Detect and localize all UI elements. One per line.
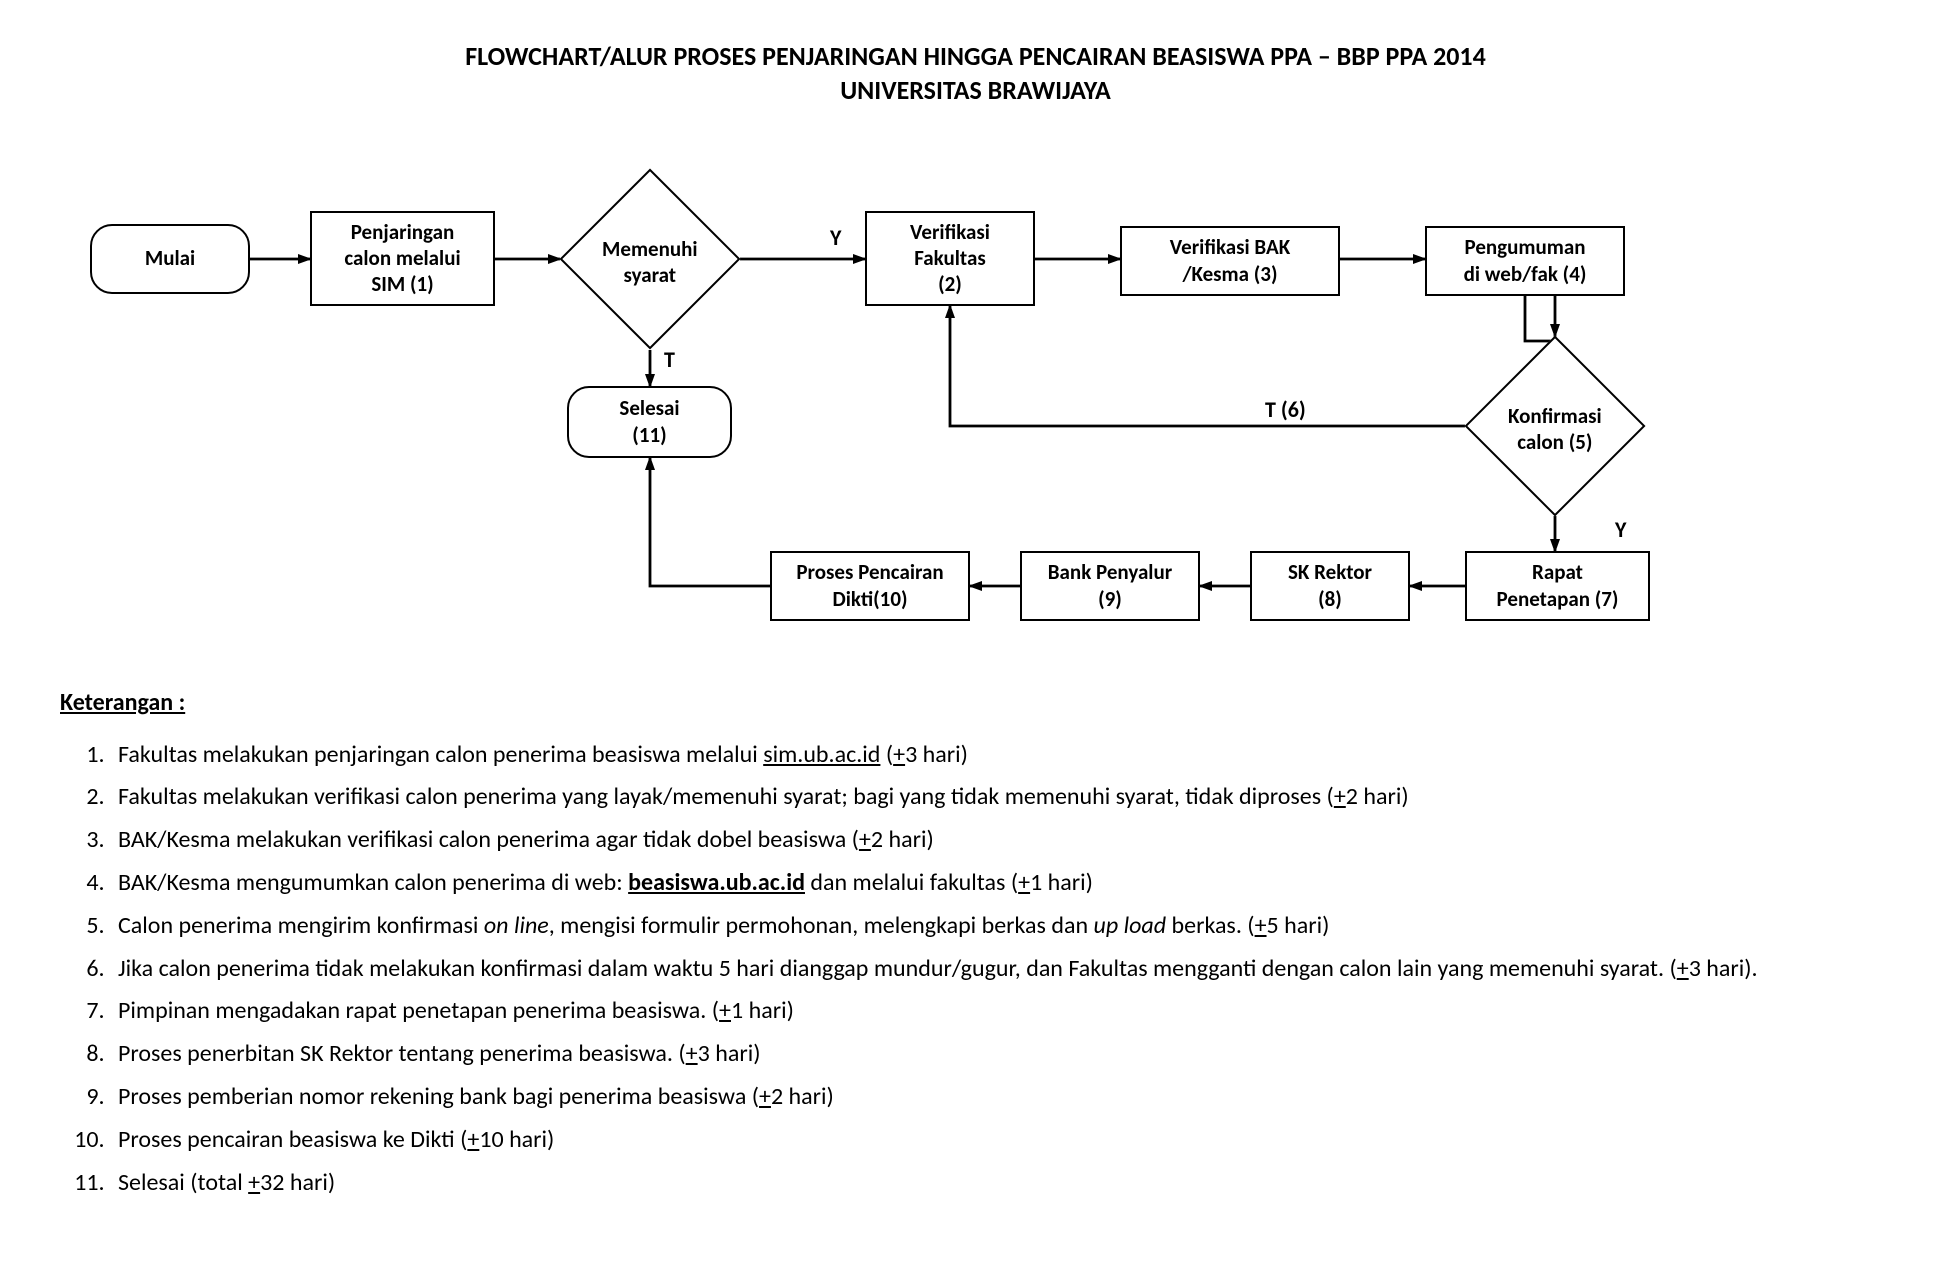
edge-8: [950, 306, 1465, 426]
edge-6: [1525, 296, 1555, 341]
edge-13: [650, 458, 770, 586]
node-sk_rektor: SK Rektor(8): [1250, 551, 1410, 621]
node-bank: Bank Penyalur(9): [1020, 551, 1200, 621]
edge-5-label: T: [664, 346, 675, 373]
keterangan-item-11: Selesai (total +32 hari): [110, 1163, 1891, 1204]
node-proses: Proses PencairanDikti(10): [770, 551, 970, 621]
keterangan-item-4: BAK/Kesma mengumumkan calon penerima di …: [110, 863, 1891, 904]
page-title: FLOWCHART/ALUR PROSES PENJARINGAN HINGGA…: [60, 40, 1891, 108]
node-pengumuman: Pengumumandi web/fak (4): [1425, 226, 1625, 296]
keterangan-item-10: Proses pencairan beasiswa ke Dikti (+10 …: [110, 1120, 1891, 1161]
keterangan-item-2: Fakultas melakukan verifikasi calon pene…: [110, 777, 1891, 818]
title-line1: FLOWCHART/ALUR PROSES PENJARINGAN HINGGA…: [60, 40, 1891, 74]
node-konfirmasi-label: Konfirmasicalon (5): [1465, 402, 1645, 455]
keterangan-item-7: Pimpinan mengadakan rapat penetapan pene…: [110, 991, 1891, 1032]
node-rapat: RapatPenetapan (7): [1465, 551, 1650, 621]
keterangan-item-6: Jika calon penerima tidak melakukan konf…: [110, 949, 1891, 990]
node-memenuhi-label: Memenuhisyarat: [560, 235, 740, 287]
edge-8-label: T (6): [1265, 396, 1306, 423]
node-start: Mulai: [90, 224, 250, 294]
flowchart-canvas: Mulai Penjaringancalon melaluiSIM (1) Meme…: [60, 136, 1890, 666]
keterangan-item-3: BAK/Kesma melakukan verifikasi calon pen…: [110, 820, 1891, 861]
node-verif_bak: Verifikasi BAK/Kesma (3): [1120, 226, 1340, 296]
edge-9-label: Y: [1615, 516, 1626, 543]
node-selesai: Selesai(11): [567, 386, 732, 458]
keterangan-item-5: Calon penerima mengirim konfirmasi on li…: [110, 906, 1891, 947]
node-memenuhi: Memenuhisyarat: [559, 168, 740, 349]
keterangan-item-1: Fakultas melakukan penjaringan calon pen…: [110, 735, 1891, 776]
keterangan-heading: Keterangan :: [60, 688, 1891, 717]
node-penjaringan: Penjaringancalon melaluiSIM (1): [310, 211, 495, 306]
edge-2-label: Y: [830, 224, 841, 251]
node-verif_fak: VerifikasiFakultas(2): [865, 211, 1035, 306]
keterangan-item-9: Proses pemberian nomor rekening bank bag…: [110, 1077, 1891, 1118]
keterangan-item-8: Proses penerbitan SK Rektor tentang pene…: [110, 1034, 1891, 1075]
keterangan-list: Fakultas melakukan penjaringan calon pen…: [110, 735, 1891, 1204]
node-konfirmasi: Konfirmasicalon (5): [1464, 335, 1645, 516]
title-line2: UNIVERSITAS BRAWIJAYA: [60, 74, 1891, 108]
